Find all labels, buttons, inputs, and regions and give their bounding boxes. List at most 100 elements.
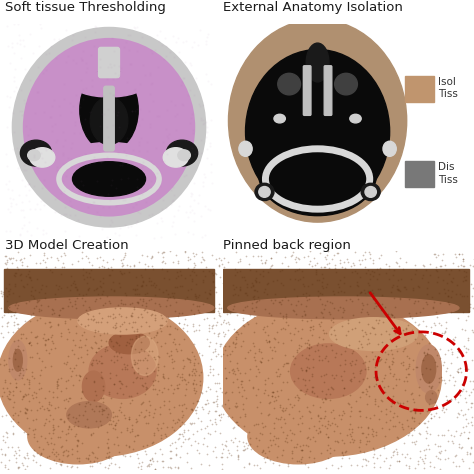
Point	[407, 407, 415, 415]
Point	[229, 338, 237, 346]
Point	[296, 394, 303, 401]
Point	[405, 354, 413, 361]
Point	[370, 447, 378, 454]
Point	[141, 413, 149, 420]
Point	[324, 357, 332, 365]
Point	[142, 306, 149, 313]
Point	[15, 464, 23, 471]
Point	[47, 333, 55, 340]
Point	[254, 462, 261, 469]
Point	[284, 460, 292, 468]
Point	[0, 329, 5, 337]
Point	[365, 437, 373, 445]
Point	[231, 370, 239, 378]
Point	[138, 281, 146, 289]
Point	[159, 253, 166, 261]
Point	[48, 268, 56, 275]
Point	[139, 398, 146, 405]
Point	[191, 359, 198, 366]
Point	[338, 455, 346, 462]
Point	[20, 214, 27, 221]
Point	[142, 281, 150, 288]
Point	[234, 452, 242, 460]
Point	[4, 392, 11, 400]
Point	[252, 362, 260, 370]
Point	[198, 253, 206, 260]
Point	[328, 371, 335, 379]
Point	[108, 218, 115, 226]
Point	[17, 87, 25, 94]
Point	[334, 249, 341, 256]
Point	[172, 274, 180, 282]
Point	[85, 451, 92, 459]
Point	[412, 405, 420, 412]
Point	[207, 355, 214, 363]
Point	[10, 87, 18, 95]
Point	[113, 433, 120, 441]
Point	[296, 415, 303, 422]
Point	[356, 448, 364, 456]
Point	[36, 404, 44, 411]
Point	[28, 391, 36, 399]
Point	[73, 283, 80, 291]
Point	[249, 279, 256, 287]
Point	[338, 448, 346, 456]
Point	[110, 107, 118, 114]
Point	[269, 392, 276, 400]
Point	[188, 267, 196, 275]
Point	[432, 253, 439, 261]
Point	[111, 425, 119, 433]
Point	[104, 439, 111, 447]
Point	[11, 355, 19, 363]
Point	[357, 308, 365, 315]
Point	[145, 461, 152, 469]
Point	[144, 384, 151, 392]
Point	[122, 325, 130, 333]
Point	[134, 431, 142, 439]
Point	[56, 460, 64, 468]
Point	[227, 357, 234, 365]
Point	[284, 296, 292, 304]
Point	[66, 315, 74, 323]
Point	[207, 417, 214, 424]
Point	[173, 110, 181, 118]
Point	[182, 385, 190, 392]
Point	[211, 415, 219, 423]
Point	[86, 400, 93, 408]
Point	[309, 433, 317, 440]
Point	[93, 178, 100, 185]
Point	[356, 436, 363, 444]
Point	[32, 416, 39, 423]
Point	[449, 459, 456, 466]
Point	[200, 276, 207, 284]
Point	[71, 298, 79, 305]
Point	[88, 361, 95, 369]
Point	[155, 386, 163, 394]
Point	[57, 329, 65, 337]
Point	[30, 295, 37, 302]
Point	[235, 421, 242, 428]
Point	[64, 155, 72, 162]
Point	[302, 293, 310, 301]
Point	[45, 335, 52, 343]
Point	[258, 430, 266, 438]
Point	[330, 428, 338, 435]
Point	[427, 396, 434, 403]
Point	[67, 372, 74, 379]
Point	[16, 272, 24, 279]
Point	[212, 387, 220, 395]
Point	[214, 392, 221, 400]
Point	[174, 272, 182, 279]
Point	[318, 279, 326, 286]
Point	[178, 283, 185, 290]
Point	[456, 250, 463, 258]
Point	[20, 428, 28, 436]
Point	[336, 429, 344, 437]
Point	[180, 401, 188, 408]
Point	[298, 267, 306, 274]
Point	[195, 321, 202, 329]
Point	[191, 365, 199, 373]
Point	[77, 343, 84, 350]
Point	[11, 308, 19, 315]
Point	[249, 384, 256, 392]
